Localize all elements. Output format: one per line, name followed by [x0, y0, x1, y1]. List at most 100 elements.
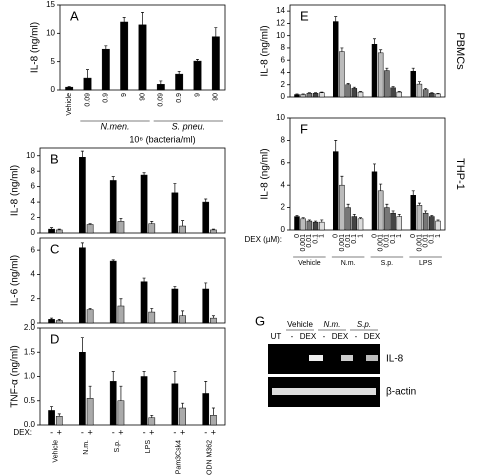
bar	[148, 311, 156, 324]
error-bar	[346, 83, 350, 85]
bar	[384, 70, 390, 98]
y-tick-label: 15	[46, 0, 55, 9]
panel-letter: E	[300, 8, 309, 23]
error-bar	[50, 317, 54, 320]
x-tick-label: Vehicle	[66, 93, 73, 116]
error-bar	[352, 86, 356, 89]
error-bar	[359, 217, 363, 219]
bar	[210, 229, 217, 234]
error-bar	[141, 12, 144, 25]
gel-band	[309, 355, 323, 361]
bar	[300, 94, 306, 98]
bar	[179, 315, 186, 324]
series-label: 0	[371, 234, 378, 238]
panel-letter: D	[50, 331, 59, 346]
x-tick-label: 0.9	[103, 93, 110, 103]
error-bar	[430, 215, 434, 217]
legend-title: DEX:	[13, 428, 32, 437]
bar	[48, 410, 55, 426]
bar	[117, 305, 125, 324]
series-label: 0.01	[422, 234, 429, 248]
x-tick-label: N.m.	[341, 260, 356, 267]
error-bar	[314, 220, 318, 223]
error-bar	[436, 219, 440, 222]
error-bar	[379, 49, 383, 53]
error-bar	[417, 81, 421, 85]
error-bar	[80, 242, 84, 248]
series-label: 0.1	[312, 234, 319, 244]
error-bar	[173, 371, 177, 384]
error-bar	[340, 175, 344, 186]
error-bar	[430, 92, 434, 94]
bar	[171, 192, 179, 234]
y-axis-label: IL-6 (ng/ml)	[10, 255, 21, 306]
bar	[410, 70, 416, 98]
series-label: -	[112, 427, 115, 437]
bar	[193, 60, 202, 91]
error-bar	[411, 190, 415, 196]
error-bar	[142, 277, 146, 282]
band-label: β-actin	[386, 387, 416, 398]
gel-band	[341, 355, 353, 361]
x-tick-label: 90	[139, 93, 146, 101]
series-label: 1	[396, 234, 403, 238]
bar	[377, 190, 384, 231]
series-label: -	[204, 427, 207, 437]
bar	[319, 92, 325, 98]
error-bar	[346, 203, 350, 208]
bar	[416, 83, 423, 98]
group-label: N.m.	[324, 320, 341, 329]
error-bar	[111, 176, 115, 181]
legend-title: DEX (µM):	[245, 235, 283, 244]
bar	[339, 184, 345, 231]
y-tick-label: 0	[31, 318, 36, 327]
error-bar	[372, 38, 376, 45]
bar	[117, 221, 125, 234]
error-bar	[352, 213, 356, 217]
y-axis-label: IL-8 (ng/ml)	[10, 165, 21, 216]
series-label: 0.1	[390, 234, 397, 244]
y-tick-label: 0.0	[24, 420, 36, 429]
lane-label: DEX	[364, 332, 381, 341]
bar	[294, 94, 300, 98]
bar	[345, 84, 351, 98]
y-tick-label: 12	[276, 19, 285, 28]
y-tick-label: 2	[31, 294, 36, 303]
error-bar	[119, 385, 123, 401]
bar	[396, 216, 403, 231]
series-label: 0	[294, 234, 301, 238]
bar	[109, 180, 117, 234]
y-tick-label: 0	[31, 228, 36, 237]
bar	[345, 207, 351, 231]
bar	[175, 73, 184, 91]
y-tick-label: 0	[51, 85, 56, 94]
bar	[179, 407, 186, 426]
y-tick-label: 10	[26, 151, 35, 160]
y-tick-label: 6	[31, 182, 36, 191]
x-tick-label: S.p.	[114, 440, 121, 453]
error-bar	[340, 47, 344, 52]
error-bar	[142, 172, 146, 176]
x-tick-label: 0.09	[158, 93, 165, 107]
panel-letter: C	[50, 241, 59, 256]
y-axis-label: IL-8 (ng/ml)	[260, 148, 271, 199]
bar	[140, 376, 148, 426]
panel-letter: F	[300, 121, 308, 136]
x-tick-label: 0.9	[176, 93, 183, 103]
bar	[371, 171, 378, 231]
lane-label: -	[291, 332, 294, 341]
series-label: -	[50, 427, 53, 437]
error-bar	[211, 315, 215, 319]
series-label: 0.01	[384, 234, 391, 248]
bar	[390, 87, 396, 98]
error-bar	[122, 17, 126, 22]
band-label: IL-8	[386, 354, 404, 365]
series-label: 1	[435, 234, 442, 238]
error-bar	[301, 93, 305, 95]
group-label: N.men.	[100, 121, 129, 131]
error-bar	[88, 385, 92, 399]
lane-label: -	[323, 332, 326, 341]
series-label: -	[173, 427, 176, 437]
bar	[140, 281, 148, 324]
